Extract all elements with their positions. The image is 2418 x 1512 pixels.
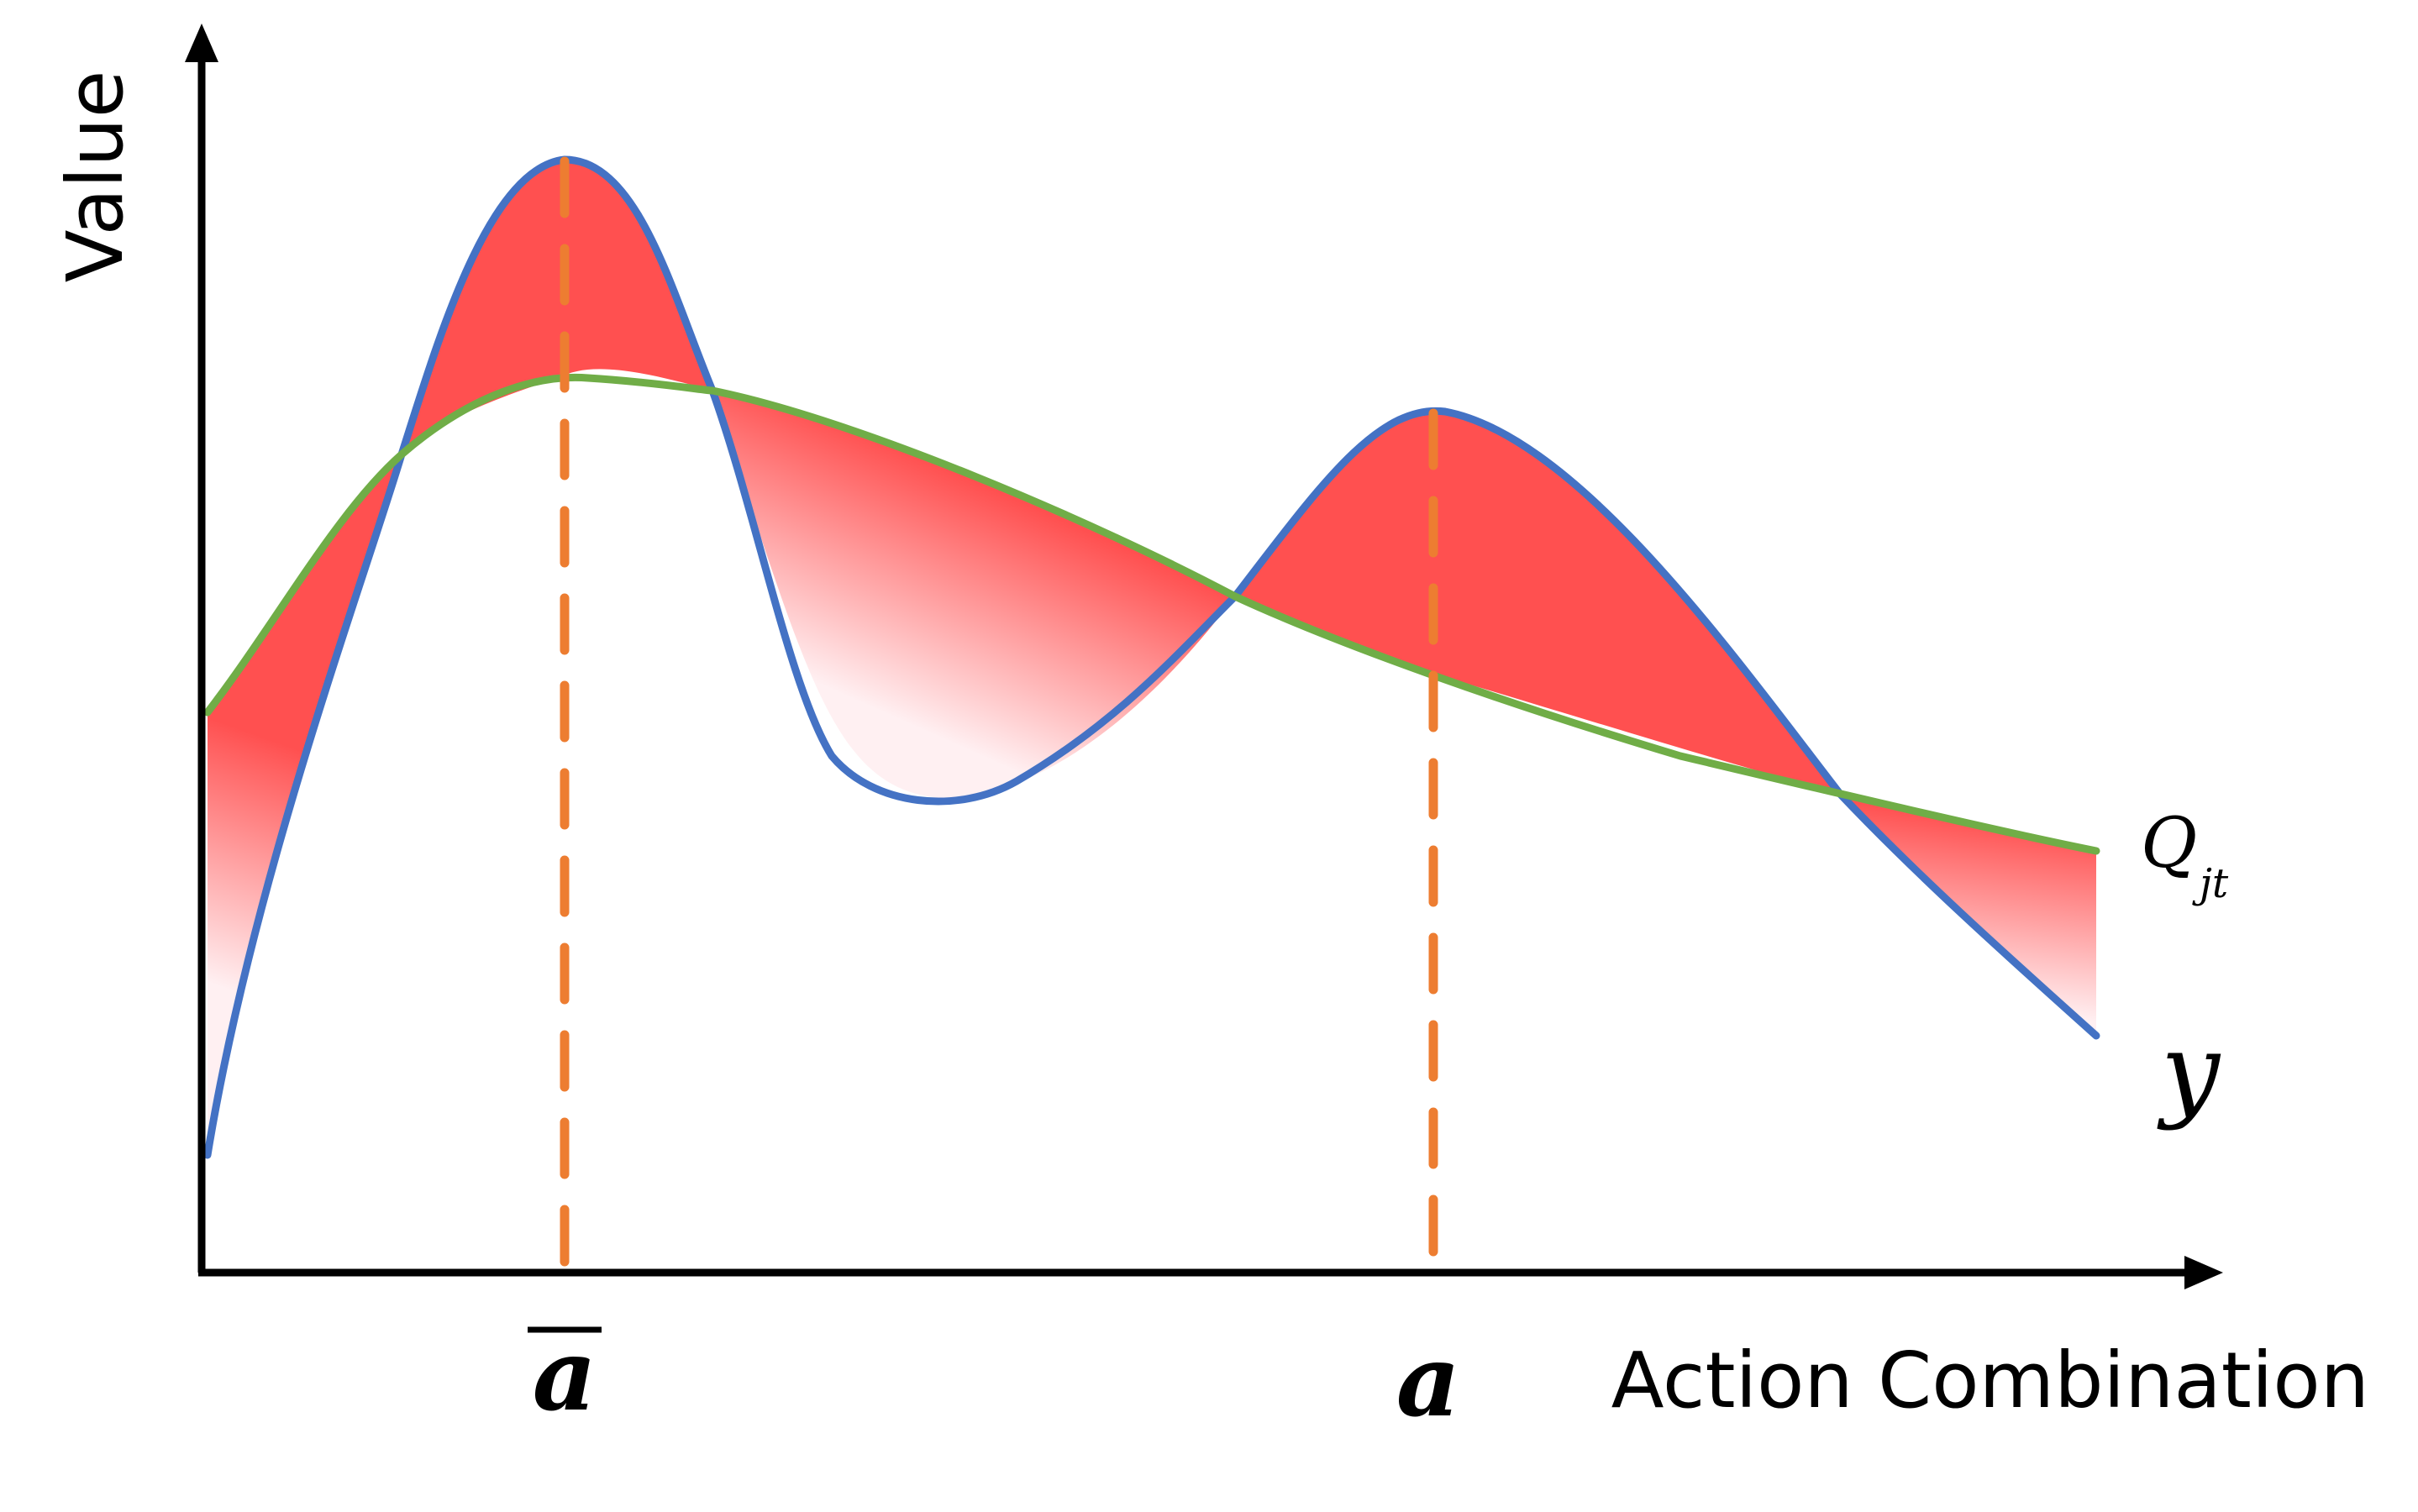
q-jt-curve: [203, 373, 2100, 855]
gap-region-peak-right: [1235, 411, 1840, 794]
q-jt-subscript: jt: [2192, 860, 2229, 907]
x-axis-arrowhead: [2184, 1256, 2223, 1289]
y-curve: [203, 155, 2100, 1159]
y-axis-arrowhead: [185, 24, 218, 62]
a-label: a: [1396, 1322, 1460, 1439]
x-axis-label: Action Combination: [1611, 1336, 2369, 1425]
gap-region-left: [208, 454, 402, 1155]
gap-region-peak-left: [402, 160, 712, 454]
y-axis-label: Value: [50, 71, 140, 283]
q-jt-label: Q: [2141, 804, 2197, 884]
a-bar-label: a: [533, 1316, 597, 1433]
y-curve-label: y: [2157, 1011, 2221, 1132]
gap-region-middle: [712, 391, 1235, 798]
